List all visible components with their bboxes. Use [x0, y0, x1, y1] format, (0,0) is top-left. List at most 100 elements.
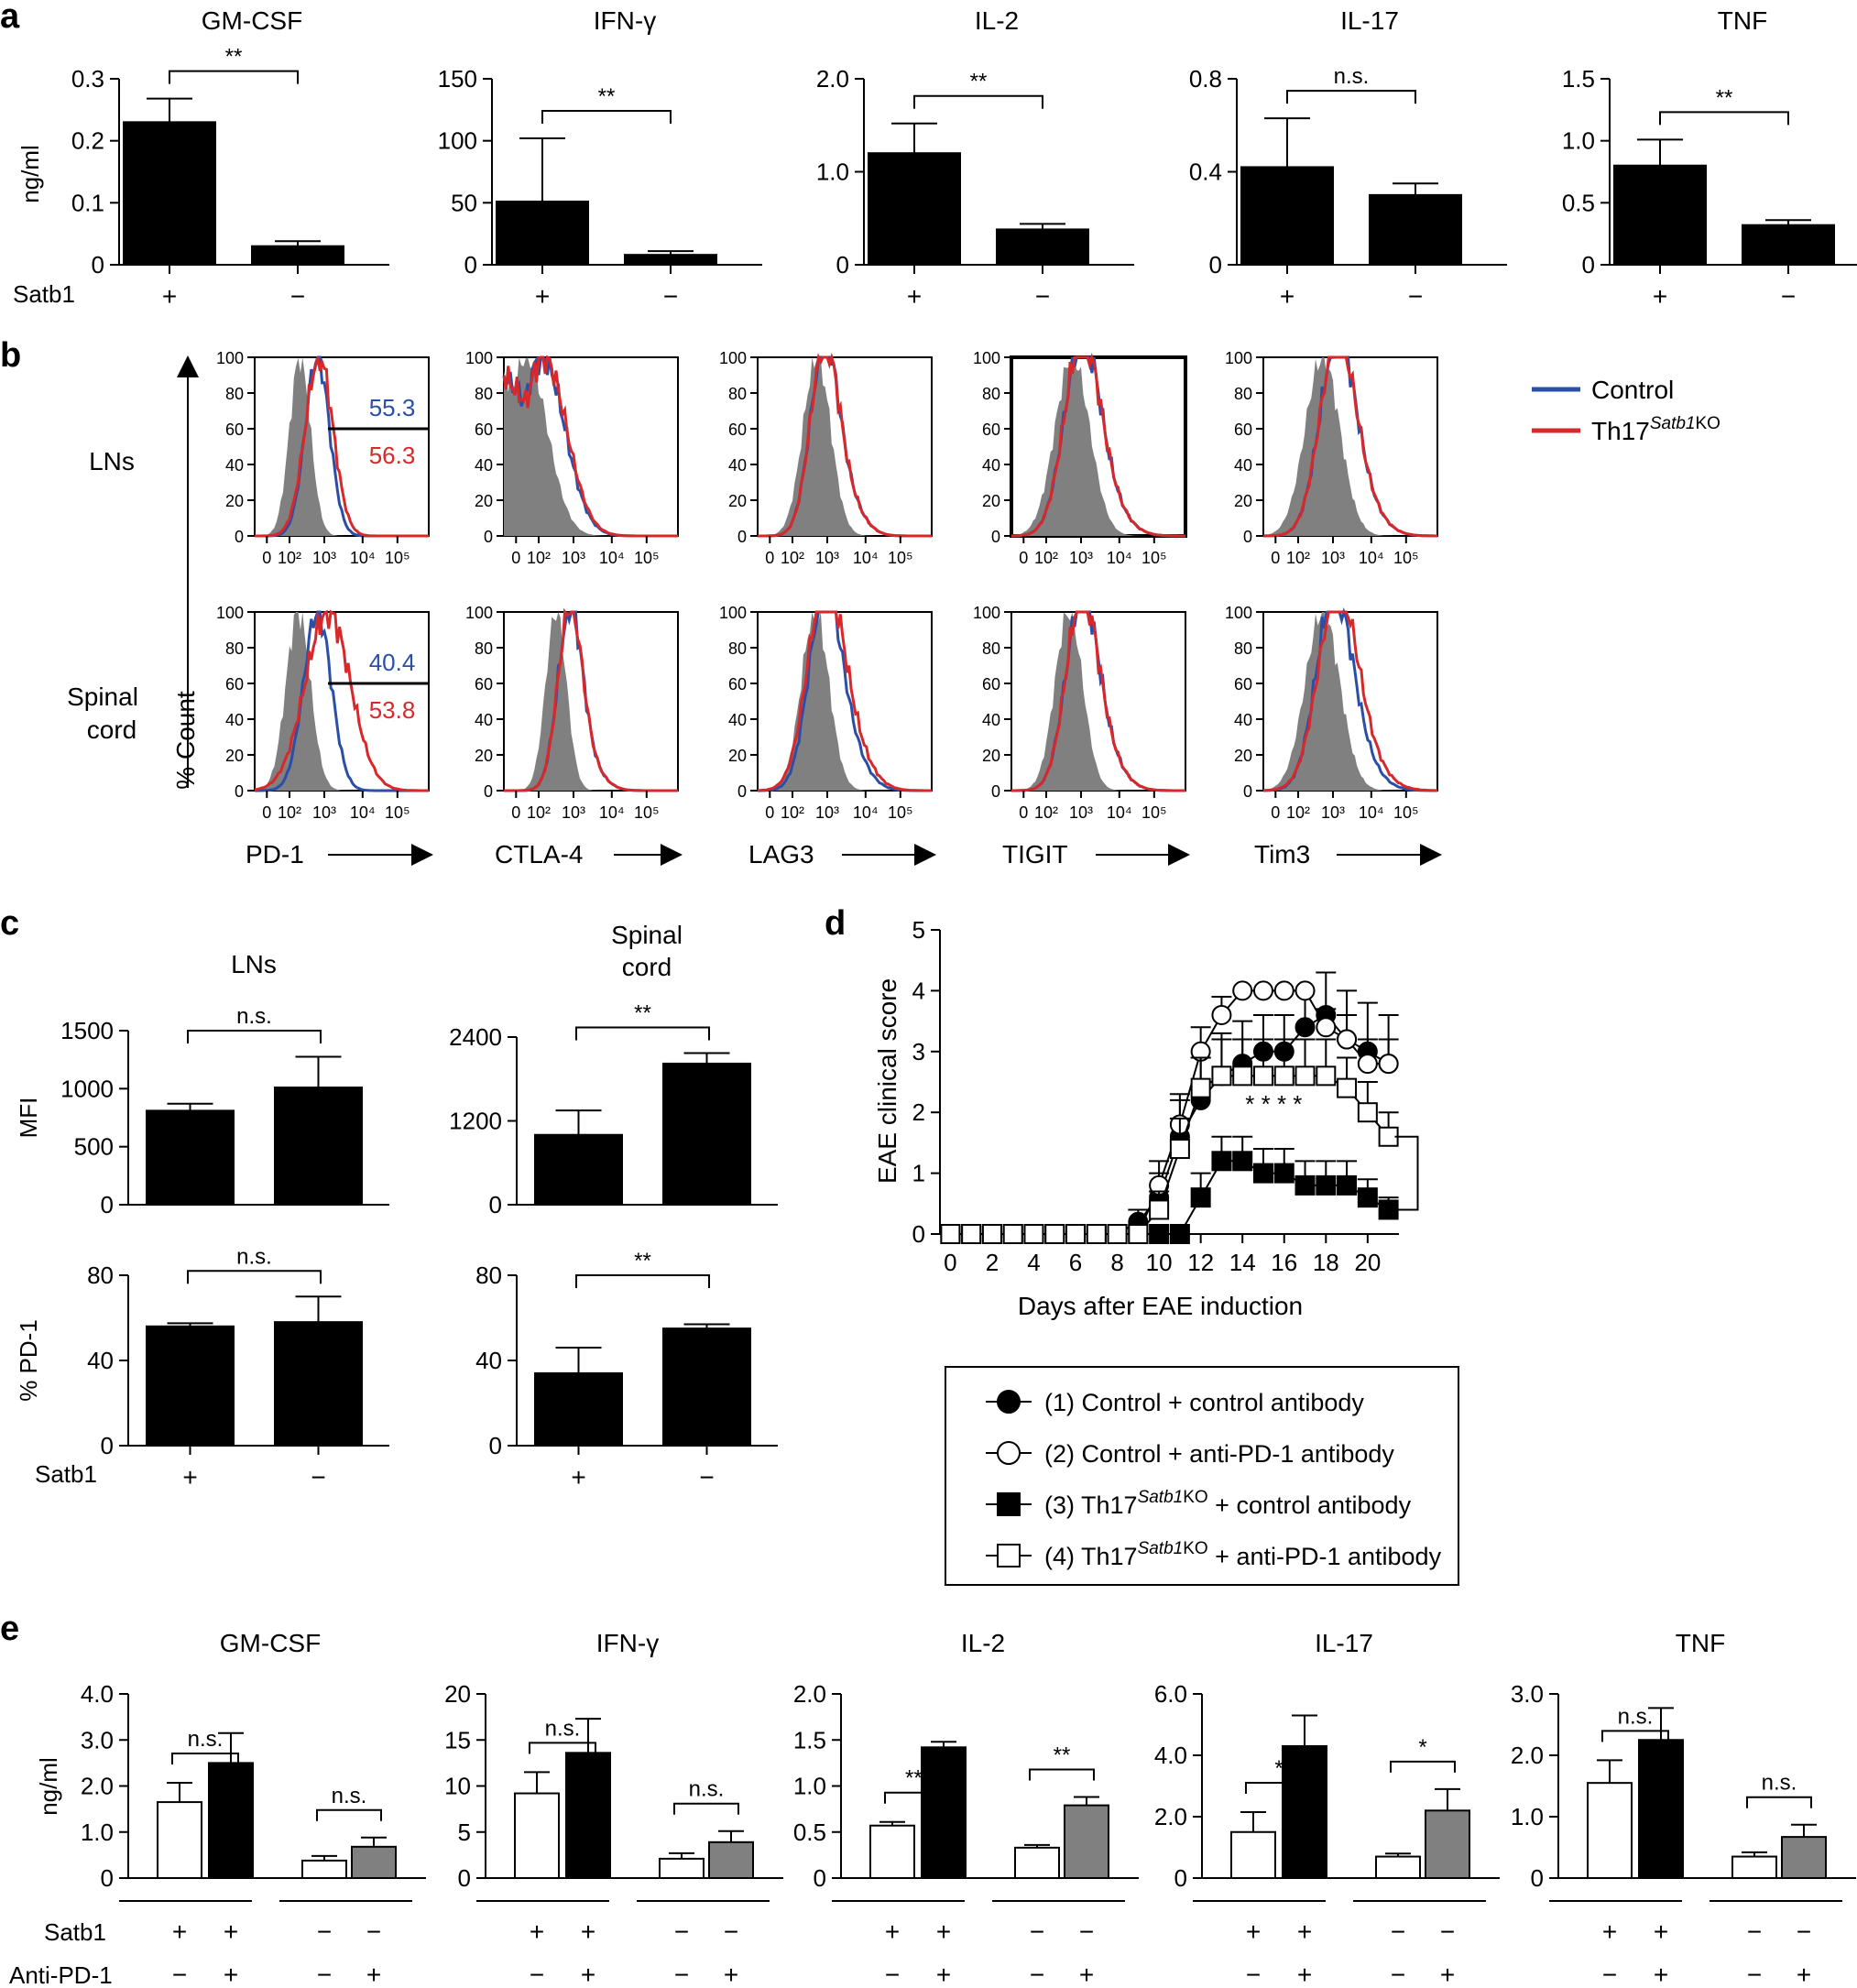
panel-b-hist-r0-c0-ko-line [255, 356, 429, 538]
panel-d-x-tick-label-0: 0 [944, 1249, 956, 1276]
panel-c-chart-0-sig-bracket [187, 1030, 322, 1043]
panel-d-x-tick-label-10: 20 [1354, 1249, 1381, 1276]
panel-e-chart-1-sig-0-label: n.s. [545, 1716, 581, 1741]
panel-b-hist-r1-c2-y-tick-label-4: 80 [728, 639, 747, 658]
panel-a-chart-3-sig-bracket [1286, 90, 1416, 104]
panel-b-hist-r0-c0-y-tick-label-3: 60 [225, 421, 244, 439]
panel-c-chart-3-y-tick-label-1: 40 [475, 1347, 502, 1374]
panel-d-legend-box [945, 1366, 1459, 1586]
panel-b-hist-r0-c3-x-tick-label-1: 10² [1034, 549, 1058, 567]
panel-b-hist-r1-c2-x-tick-label-4: 10⁵ [888, 803, 912, 822]
panel-d-series-0-point-17 [1294, 1017, 1316, 1038]
panel-b-hist-r1-c1-frame [503, 611, 679, 792]
panel-b-row-label-0: LNs [89, 447, 135, 475]
panel-e-chart-2-bar-0 [869, 1824, 915, 1879]
panel-e-chart-1-bar-1 [565, 1752, 611, 1879]
panel-d-series-2-point-10 [1149, 1224, 1170, 1244]
panel-e-chart-3-satb1-sign-0: + [1246, 1917, 1261, 1946]
panel-a-chart-1-bar-0 [496, 200, 589, 266]
panel-d-series-3-point-13 [1211, 1065, 1232, 1087]
panel-e-chart-1-bar-3 [708, 1841, 754, 1880]
panel-d-y-tick-label-2: 2 [912, 1098, 925, 1126]
panel-d-series-2-point-15 [1252, 1163, 1273, 1184]
panel-b-hist-r0-c1-y-tick-label-2: 40 [475, 456, 493, 475]
panel-a-chart-1-y-tick-label-0: 0 [464, 251, 477, 279]
panel-b-hist-r0-c0-x-tick-label-0: 0 [262, 549, 271, 567]
panel-b-hist-r0-c3-y-tick-label-2: 40 [982, 456, 1000, 475]
panel-e-chart-4-satb1-sign-0: + [1602, 1917, 1617, 1946]
panel-d-series-3-point-14 [1232, 1065, 1253, 1087]
panel-e-chart-0-sig-0-label: n.s. [188, 1727, 224, 1752]
panel-b-hist-r1-c3-ko-line [1011, 610, 1185, 792]
panel-a-chart-1-sig-bracket [541, 109, 672, 124]
panel-a-chart-0-category-0: + [162, 282, 177, 311]
panel-a-chart-3-bar-1 [1369, 193, 1462, 266]
panel-b-count-axis-arrow-head [177, 355, 199, 377]
panel-a-chart-3-y-tick-label-2: 0.8 [1189, 65, 1222, 93]
panel-b-hist-r0-c2-x-tick-label-1: 10² [781, 549, 804, 567]
panel-c-chart-0-bar-1 [274, 1087, 363, 1206]
panel-b-hist-r0-c1-y-tick-label-0: 0 [484, 528, 493, 546]
panel-b-hist-r0-c4-ko-line [1262, 355, 1437, 538]
panel-b-hist-r1-c4-y-tick-label-2: 40 [1234, 711, 1252, 729]
panel-b-hist-r1-c3-y-tick-label-2: 40 [982, 711, 1000, 729]
panel-e-ylabel: ng/ml [35, 1757, 62, 1816]
panel-c-chart-2-ylabel: % PD-1 [15, 1319, 42, 1402]
panel-e-chart-2-y-tick-label-2: 1.0 [793, 1773, 826, 1800]
panel-letter-b: b [0, 336, 21, 375]
panel-b-hist-r1-c1-y-tick-label-1: 20 [475, 747, 493, 765]
panel-e-chart-4-pd1-sign-3: + [1797, 1961, 1811, 1988]
panel-b-marker-arrow-1-head [661, 844, 683, 866]
panel-a-chart-1-y-tick-label-3: 150 [438, 65, 477, 93]
panel-b-hist-r1-c4-y-tick-label-5: 100 [1225, 604, 1252, 622]
panel-b-hist-r1-c1-y-tick-label-5: 100 [465, 604, 493, 622]
panel-d-y-tick-label-4: 4 [912, 977, 925, 1004]
panel-b-hist-r0-c4-x-tick-label-1: 10² [1286, 549, 1310, 567]
panel-d-legend-3-label-rest: + anti-PD-1 antibody [1208, 1543, 1442, 1570]
panel-b-hist-r1-c0-y-tick-label-4: 80 [225, 639, 244, 658]
panel-b-hist-r0-c0-y-tick-label-0: 0 [235, 528, 244, 546]
panel-d-x-tick-label-1: 2 [986, 1249, 999, 1276]
panel-d-x-tick-label-2: 4 [1027, 1249, 1040, 1276]
panel-e-chart-4-pd1-sign-0: − [1602, 1961, 1617, 1988]
panel-d-legend-2-label: (3) Th17Satb1KO + control antibody [1044, 1488, 1412, 1519]
panel-e-chart-3-sig-0-label: * [1274, 1756, 1283, 1781]
panel-b-hist-r1-c1-x-tick-label-3: 10⁴ [599, 803, 625, 822]
panel-a-chart-2-y-tick-label-2: 2.0 [816, 65, 849, 93]
panel-b-hist-r1-c3-x-tick-label-0: 0 [1019, 803, 1028, 822]
panel-e-chart-3-satb1-sign-3: − [1440, 1917, 1455, 1946]
panel-e-chart-4-sig-1-label: n.s. [1762, 1771, 1797, 1796]
panel-b-hist-r1-c1-y-tick-label-3: 60 [475, 675, 493, 694]
panel-e-chart-2-satb1-sign-1: + [936, 1917, 951, 1946]
panel-b-hist-r0-c3-ko-line [1011, 353, 1185, 538]
panel-b-hist-r1-c2-isotype-fill [758, 612, 932, 791]
panel-b-hist-r1-c0-x-tick-label-4: 10⁵ [385, 803, 410, 822]
panel-e-chart-3-bar-2 [1375, 1855, 1421, 1880]
panel-b-hist-r0-c1-y-tick-label-5: 100 [465, 349, 493, 367]
panel-c-chart-0-bar-0 [146, 1109, 235, 1207]
panel-b-hist-r1-c3-y-tick-label-5: 100 [973, 604, 1000, 622]
panel-e-chart-3-bar-1 [1282, 1744, 1327, 1879]
panel-e-chart-2-satb1-sign-3: − [1079, 1917, 1094, 1946]
panel-a-chart-4-y-tick-label-0: 0 [1582, 251, 1595, 279]
panel-b-legend-label-1: Th17Satb1KO [1591, 414, 1720, 445]
panel-d-series-3-point-2 [981, 1224, 1002, 1244]
panel-e-chart-0-satb1-sign-3: − [366, 1917, 381, 1946]
panel-e-chart-3-y-tick-label-3: 6.0 [1154, 1680, 1187, 1708]
panel-d-series-3-point-16 [1273, 1065, 1294, 1087]
panel-a-chart-4-category-0: + [1653, 282, 1667, 311]
panel-e-chart-4-satb1-sign-1: + [1654, 1917, 1668, 1946]
panel-b-hist-r0-c4-y-tick-label-2: 40 [1234, 456, 1252, 475]
panel-c-chart-3-sig-bracket [575, 1274, 710, 1288]
panel-c-chart-2-bar-0 [146, 1325, 235, 1447]
panel-d-bracket [1394, 1135, 1419, 1211]
panel-c-column-0: LNs [231, 950, 277, 978]
panel-e-chart-3-satb1-sign-1: + [1297, 1917, 1312, 1946]
panel-c-chart-2-sig-label: n.s. [236, 1244, 272, 1269]
panel-e-chart-3-y-tick-label-2: 4.0 [1154, 1742, 1187, 1769]
panel-b-hist-r1-c3-x-tick-label-3: 10⁴ [1107, 803, 1132, 822]
panel-c-chart-3-bar-1 [662, 1327, 751, 1447]
panel-b-hist-r1-c3-x-tick-label-1: 10² [1034, 803, 1058, 822]
panel-b-hist-r0-c3-y-tick-label-4: 80 [982, 385, 1000, 403]
